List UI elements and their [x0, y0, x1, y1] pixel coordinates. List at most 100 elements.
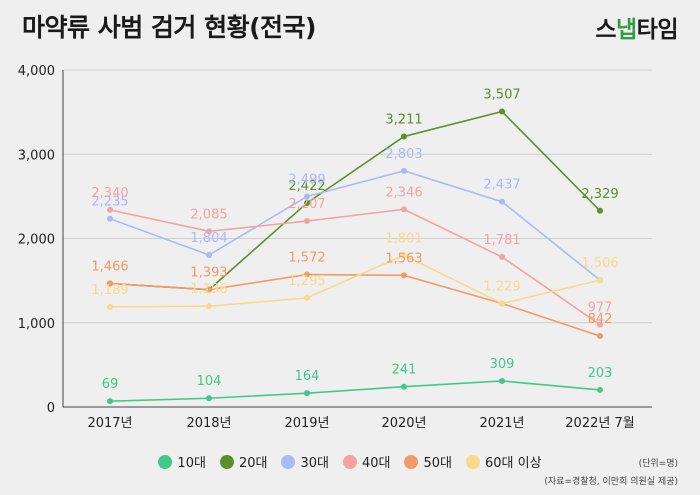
data-label-0-4: 309 — [490, 357, 515, 372]
legend-label-3: 40대 — [361, 456, 391, 471]
x-tick-label-1: 2018년 — [186, 416, 231, 431]
data-point-5-0 — [107, 303, 113, 310]
data-label-4-5: 842 — [588, 312, 613, 327]
series-line-0 — [109, 380, 601, 402]
data-point-2-0 — [107, 215, 113, 222]
data-point-5-3 — [401, 252, 407, 259]
data-point-3-3 — [401, 206, 407, 213]
data-label-0-0: 69 — [102, 377, 119, 392]
x-tick-label-3: 2020년 — [381, 416, 426, 431]
data-label-4-2: 1,572 — [288, 251, 325, 266]
legend-item-3: 40대 — [342, 452, 391, 471]
source-note: (자료=경찰청, 이만희 의원실 제공) — [544, 477, 678, 487]
legend-item-1: 20대 — [219, 452, 267, 471]
legend-label-4: 50대 — [423, 456, 452, 471]
x-tick-label-2: 2019년 — [284, 416, 329, 431]
series-line-5 — [109, 254, 601, 308]
line-chart: 0 1,000 2,000 3,000 4,000 2017년 2018년 2019년 2020… — [18, 64, 652, 431]
legend-swatch-5 — [466, 454, 480, 469]
legend-swatch-1 — [219, 454, 234, 469]
data-point-3-2 — [304, 218, 310, 225]
data-label-5-0: 1,189 — [91, 283, 128, 298]
y-tick-label-2000: 2,000 — [18, 233, 55, 248]
data-point-1-3 — [401, 133, 407, 140]
data-point-1-2 — [304, 199, 310, 206]
legend-label-2: 30대 — [300, 456, 329, 471]
data-point-0-0 — [107, 398, 113, 405]
data-label-3-2: 2,207 — [288, 197, 325, 212]
series-line-1 — [109, 110, 601, 291]
data-label-5-4: 1,229 — [483, 279, 520, 294]
data-point-0-2 — [304, 390, 310, 397]
data-point-0-1 — [206, 395, 212, 402]
data-point-3-0 — [107, 206, 113, 213]
data-label-2-2: 2,499 — [288, 172, 325, 187]
data-point-2-1 — [206, 252, 212, 259]
data-label-3-3: 2,346 — [385, 185, 422, 200]
legend-swatch-2 — [281, 454, 296, 469]
data-point-5-5 — [597, 277, 603, 284]
data-label-5-3: 1,801 — [385, 231, 422, 246]
data-label-0-2: 164 — [295, 369, 320, 384]
data-point-4-5 — [597, 333, 603, 340]
unit-note: (단위=명) — [638, 459, 678, 469]
data-label-2-0: 2,235 — [91, 195, 128, 210]
data-label-1-5: 2,329 — [581, 187, 618, 202]
legend-item-5: 60대 이상 — [466, 452, 542, 471]
x-tick-label-0: 2017년 — [87, 416, 132, 431]
chart-title: 마약류 사범 검거 현황(전국) — [22, 13, 316, 42]
data-label-1-4: 3,507 — [483, 88, 520, 103]
logo-part-1: 스 — [595, 17, 616, 43]
data-point-3-5 — [597, 321, 603, 328]
data-point-4-2 — [304, 271, 310, 278]
data-label-4-3: 1,563 — [385, 251, 422, 266]
data-label-3-0: 2,340 — [91, 186, 128, 201]
data-label-1-3: 3,211 — [385, 112, 422, 127]
series-line-3 — [109, 208, 601, 326]
x-tick-label-5: 2022년 7월 — [565, 416, 634, 431]
data-point-4-3 — [401, 272, 407, 279]
series-line-2 — [109, 170, 601, 281]
data-label-0-1: 104 — [197, 374, 222, 389]
legend-item-2: 30대 — [281, 452, 329, 471]
data-point-1-5 — [597, 207, 603, 214]
series-line-4 — [109, 273, 601, 337]
data-point-5-4 — [499, 300, 505, 307]
data-point-2-4 — [499, 198, 505, 205]
data-label-0-3: 241 — [392, 363, 417, 378]
data-point-5-2 — [304, 294, 310, 301]
data-label-0-5: 203 — [588, 366, 613, 381]
data-label-2-4: 2,437 — [483, 178, 520, 193]
data-label-5-5: 1,506 — [581, 256, 618, 271]
logo-part-3: 타임 — [636, 17, 679, 43]
data-point-2-2 — [304, 193, 310, 200]
y-tick-label-3000: 3,000 — [18, 148, 55, 163]
legend-item-4: 50대 — [404, 452, 452, 471]
legend-label-0: 10대 — [177, 456, 206, 471]
data-point-3-4 — [499, 253, 505, 260]
data-point-2-3 — [401, 167, 407, 174]
data-point-3-1 — [206, 228, 212, 235]
data-label-1-2: 2,422 — [288, 179, 325, 194]
data-label-3-4: 1,781 — [483, 233, 520, 248]
logo-part-2: 냅 — [616, 17, 637, 43]
data-point-0-4 — [499, 377, 505, 384]
legend-swatch-0 — [158, 454, 173, 469]
legend-item-0: 10대 — [158, 452, 206, 471]
legend-swatch-4 — [404, 454, 419, 469]
data-label-5-2: 1,295 — [288, 274, 325, 289]
data-label-4-0: 1,466 — [91, 259, 128, 274]
brand-logo: 스냅타임 — [595, 10, 678, 44]
data-point-0-5 — [597, 386, 603, 393]
data-label-3-1: 2,085 — [190, 207, 227, 222]
y-tick-label-1000: 1,000 — [18, 317, 55, 332]
y-tick-label-4000: 4,000 — [18, 64, 55, 79]
data-point-4-1 — [206, 286, 212, 293]
data-point-5-1 — [206, 303, 212, 310]
data-label-2-1: 1,804 — [190, 231, 227, 246]
data-point-0-3 — [401, 383, 407, 390]
data-label-2-3: 2,803 — [385, 147, 422, 162]
legend-label-5: 60대 이상 — [485, 456, 542, 471]
legend: 10대 20대 30대 40대 50대 60대 이상 — [0, 452, 700, 473]
data-point-1-4 — [499, 108, 505, 115]
